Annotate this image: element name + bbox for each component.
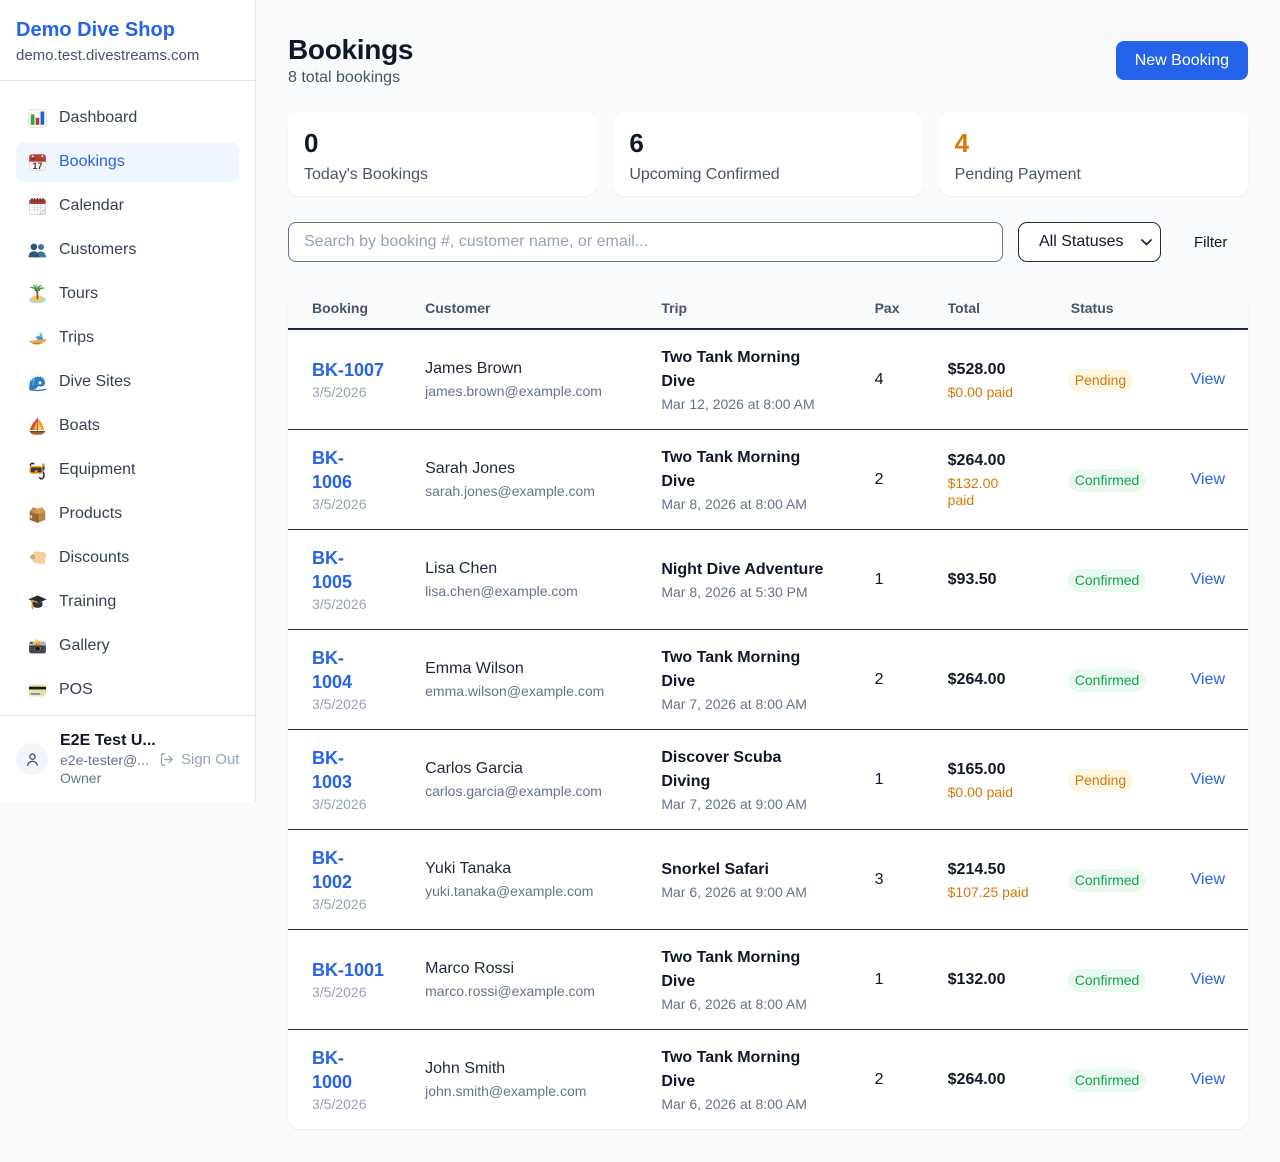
svg-text:17: 17	[32, 161, 42, 171]
